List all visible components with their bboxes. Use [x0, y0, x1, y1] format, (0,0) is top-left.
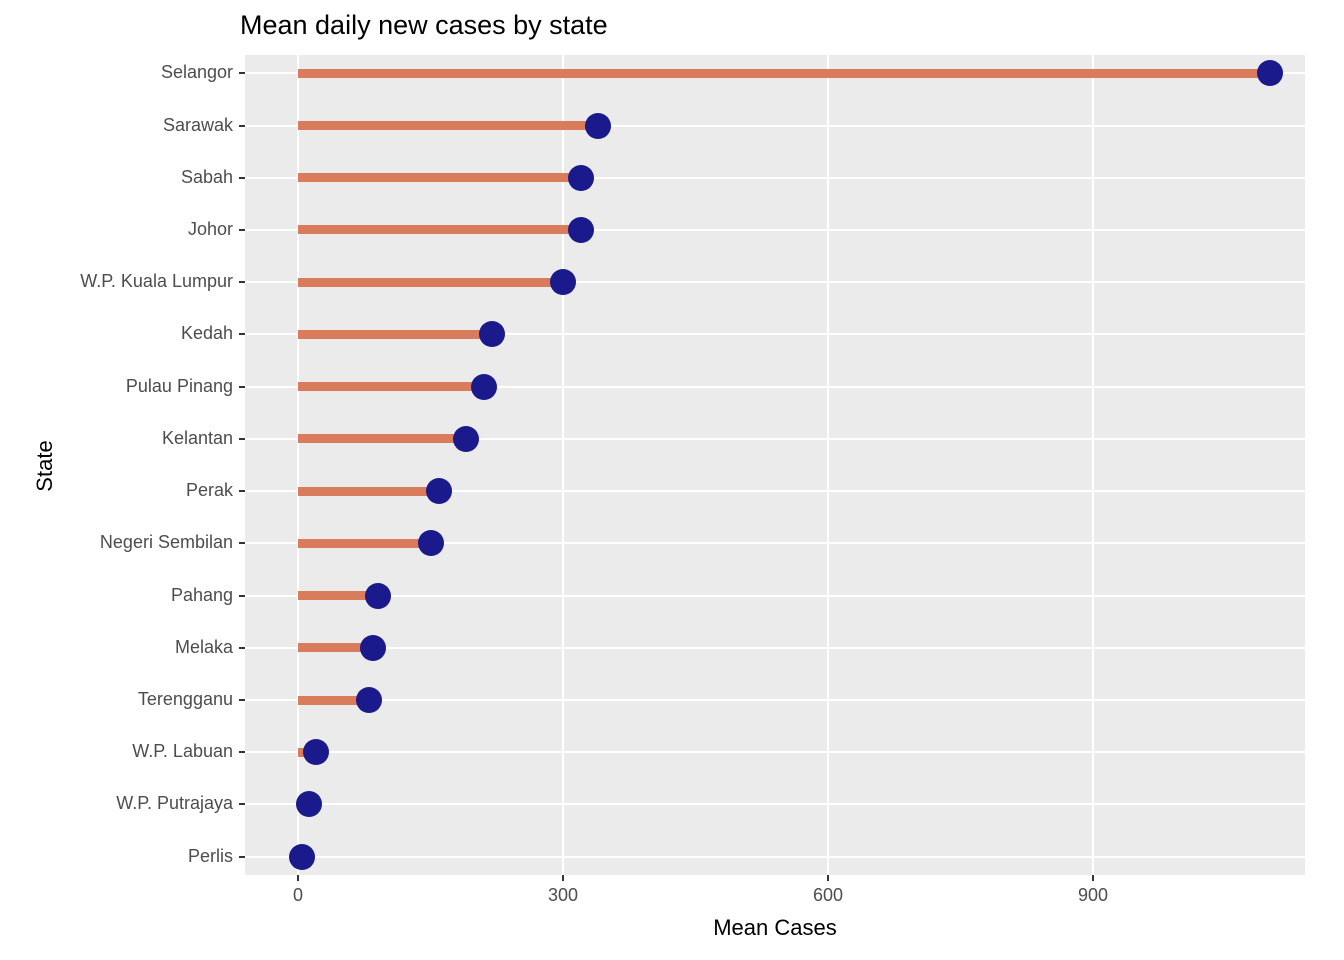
y-tick-label: Terengganu [138, 689, 233, 710]
x-tick-mark [562, 875, 564, 881]
y-tick-label: Kelantan [162, 428, 233, 449]
lollipop-bar [298, 539, 431, 548]
y-tick-mark [239, 490, 245, 492]
grid-line-horizontal [245, 856, 1305, 858]
y-tick-mark [239, 856, 245, 858]
y-tick-label: Selangor [161, 62, 233, 83]
grid-line-horizontal [245, 751, 1305, 753]
y-tick-label: Perlis [188, 846, 233, 867]
y-tick-mark [239, 229, 245, 231]
y-tick-label: Melaka [175, 637, 233, 658]
y-tick-label: W.P. Kuala Lumpur [80, 271, 233, 292]
lollipop-dot [303, 739, 329, 765]
lollipop-bar [298, 487, 439, 496]
lollipop-bar [298, 69, 1270, 78]
y-tick-label: Kedah [181, 323, 233, 344]
lollipop-bar [298, 330, 492, 339]
y-tick-label: Pulau Pinang [126, 376, 233, 397]
lollipop-dot [568, 165, 594, 191]
y-tick-mark [239, 438, 245, 440]
y-tick-label: Negeri Sembilan [100, 532, 233, 553]
lollipop-dot [356, 687, 382, 713]
x-tick-mark [297, 875, 299, 881]
lollipop-bar [298, 434, 466, 443]
y-axis-label: State [32, 436, 58, 496]
grid-line-horizontal [245, 803, 1305, 805]
lollipop-dot [471, 374, 497, 400]
y-tick-label: Sarawak [163, 115, 233, 136]
lollipop-dot [365, 583, 391, 609]
y-tick-mark [239, 803, 245, 805]
y-tick-mark [239, 542, 245, 544]
grid-line-horizontal [245, 647, 1305, 649]
lollipop-dot [568, 217, 594, 243]
lollipop-bar [298, 382, 484, 391]
y-tick-mark [239, 177, 245, 179]
y-tick-label: W.P. Putrajaya [116, 793, 233, 814]
lollipop-bar [298, 121, 598, 130]
lollipop-dot [289, 844, 315, 870]
lollipop-dot [453, 426, 479, 452]
lollipop-dot [550, 269, 576, 295]
y-tick-label: Sabah [181, 167, 233, 188]
y-tick-mark [239, 751, 245, 753]
y-tick-mark [239, 699, 245, 701]
y-tick-label: Pahang [171, 585, 233, 606]
y-tick-mark [239, 125, 245, 127]
x-tick-mark [1092, 875, 1094, 881]
grid-line-horizontal [245, 595, 1305, 597]
y-tick-label: Johor [188, 219, 233, 240]
lollipop-bar [298, 173, 581, 182]
grid-line-horizontal [245, 699, 1305, 701]
x-tick-label: 0 [258, 885, 338, 906]
y-tick-label: W.P. Labuan [132, 741, 233, 762]
y-tick-mark [239, 333, 245, 335]
lollipop-dot [418, 530, 444, 556]
x-tick-label: 600 [788, 885, 868, 906]
lollipop-dot [1257, 60, 1283, 86]
y-tick-label: Perak [186, 480, 233, 501]
lollipop-bar [298, 278, 563, 287]
y-tick-mark [239, 72, 245, 74]
x-tick-label: 900 [1053, 885, 1133, 906]
y-tick-mark [239, 595, 245, 597]
lollipop-dot [585, 113, 611, 139]
chart-title: Mean daily new cases by state [240, 10, 608, 41]
lollipop-dot [360, 635, 386, 661]
x-tick-label: 300 [523, 885, 603, 906]
lollipop-bar [298, 225, 581, 234]
chart-container: Mean daily new cases by state Selangor Sa… [0, 0, 1344, 960]
lollipop-dot [296, 791, 322, 817]
y-tick-mark [239, 281, 245, 283]
y-tick-mark [239, 647, 245, 649]
x-axis-label: Mean Cases [695, 915, 855, 941]
x-tick-mark [827, 875, 829, 881]
y-tick-mark [239, 386, 245, 388]
